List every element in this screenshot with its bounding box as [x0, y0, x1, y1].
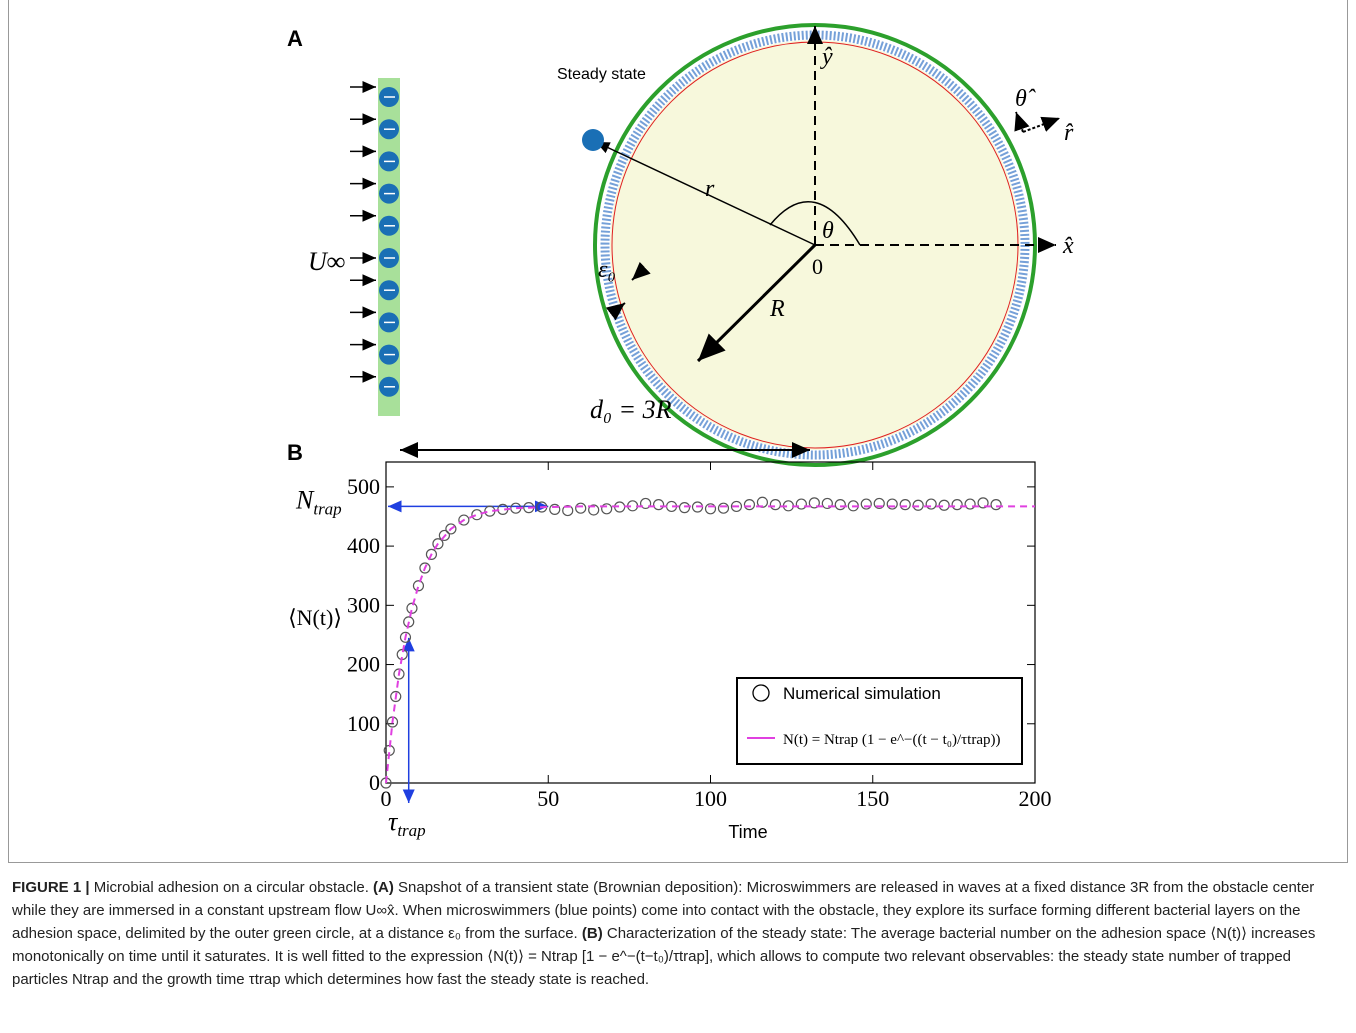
data-point	[795, 498, 807, 510]
data-point	[412, 580, 425, 592]
data-point	[652, 499, 665, 511]
r-vector-label: r⃗	[705, 176, 733, 202]
figure	[8, 0, 1348, 863]
data-point	[964, 498, 976, 510]
r-hat-arrow	[1022, 116, 1061, 133]
x-tick-label: 200	[1019, 786, 1052, 811]
data-point	[458, 514, 470, 526]
data-point	[886, 498, 898, 510]
data-point	[575, 502, 587, 514]
data-point	[860, 498, 872, 510]
x-tick-label: 0	[381, 786, 392, 811]
x-tick-label: 100	[694, 786, 727, 811]
origin-label: 0	[812, 254, 823, 279]
data-point	[601, 503, 613, 515]
r-vector	[595, 141, 816, 246]
data-point	[419, 562, 431, 574]
data-point	[399, 631, 412, 643]
data-point	[938, 499, 950, 511]
data-point	[390, 690, 402, 703]
y-tick-label: 200	[347, 652, 380, 677]
data-point	[639, 497, 652, 510]
swimmers	[350, 81, 399, 397]
caption-text: Microbial adhesion on a circular obstacl…	[89, 879, 374, 896]
y-tick-label: 100	[347, 711, 380, 736]
epsilon-arrow	[605, 302, 626, 321]
x-tick-label: 50	[537, 786, 559, 811]
data-point	[808, 497, 820, 509]
y-tick-label: 500	[347, 474, 380, 499]
data-point	[717, 502, 730, 514]
theta-label: θ	[822, 218, 834, 244]
data-point	[549, 503, 561, 515]
theta-hat-label: θ̂	[1015, 86, 1036, 112]
data-point	[562, 504, 574, 517]
data-point	[438, 529, 451, 542]
radius-label: R	[769, 296, 785, 322]
theta-arc	[769, 200, 861, 246]
data-point	[769, 499, 782, 511]
data-point	[873, 497, 885, 510]
data-point	[406, 602, 418, 614]
steady-state-label: Steady state	[557, 66, 646, 83]
data-point	[821, 497, 833, 510]
data-point	[432, 538, 444, 550]
flow-label: U∞	[308, 247, 345, 276]
data-point	[977, 497, 989, 509]
data-point	[951, 499, 963, 511]
y-hat-label: ŷ	[820, 44, 833, 70]
data-point	[990, 499, 1002, 511]
adhesion-boundary	[593, 23, 1037, 467]
y-tick-label: 0	[369, 770, 380, 795]
data-point	[899, 499, 911, 511]
legend-marker	[752, 684, 770, 702]
legend-label: Numerical simulation	[783, 684, 941, 703]
caption: FIGURE 1 | Microbial adhesion on a circu…	[12, 876, 1346, 991]
panel-label: A	[287, 26, 303, 51]
annotation-subscript: trap	[397, 821, 425, 840]
epsilon-label: ε₀	[598, 257, 616, 283]
radius-arrow	[696, 243, 817, 363]
data-point	[925, 498, 937, 510]
caption-text: (B)	[581, 925, 603, 942]
data-point	[743, 499, 756, 511]
panel-label: B	[287, 440, 303, 465]
swimmer	[582, 129, 604, 151]
data-point	[704, 503, 717, 515]
distance-label: d₀ = 3R	[590, 395, 672, 424]
x-hat-label: x̂	[1062, 233, 1074, 259]
caption-label: FIGURE 1 |	[12, 879, 90, 896]
annotation-label: τtrap	[388, 807, 426, 840]
y-axis-label: ⟨N(t)⟩	[288, 605, 342, 630]
x-axis-label: Time	[728, 822, 767, 842]
y-tick-label: 400	[347, 533, 380, 558]
legend	[736, 677, 1023, 765]
annotation-symbol: τ	[388, 807, 399, 836]
data-point	[471, 509, 483, 521]
caption-text: (A)	[373, 879, 394, 896]
theta-hat-arrow	[1014, 111, 1030, 133]
annotation-symbol: N	[295, 485, 315, 514]
annotation-label: Ntrap	[295, 485, 342, 518]
r-hat-label: r̂	[1064, 120, 1074, 146]
data-point	[834, 499, 846, 511]
x-tick-label: 150	[856, 786, 889, 811]
epsilon-arrow	[631, 261, 651, 281]
y-tick-label: 300	[347, 592, 380, 617]
figure-art: A Steady state ŷ θ̂ r̂ x̂ r⃗ θ 0 ε₀ R U∞…	[287, 23, 1074, 842]
data-point	[912, 499, 924, 511]
caption-text: Snapshot of a transient state (Brownian …	[12, 879, 1315, 942]
data-point	[588, 504, 600, 516]
data-point	[678, 502, 691, 514]
data-point	[730, 500, 743, 513]
legend-label: N(t) = Ntrap (1 − e^−((t − t₀)/τtrap))	[783, 732, 1000, 748]
data-point	[445, 523, 457, 535]
annotation-subscript: trap	[313, 499, 341, 518]
data-point	[425, 548, 438, 560]
caption-text: Characterization of the steady state: Th…	[12, 925, 1316, 988]
